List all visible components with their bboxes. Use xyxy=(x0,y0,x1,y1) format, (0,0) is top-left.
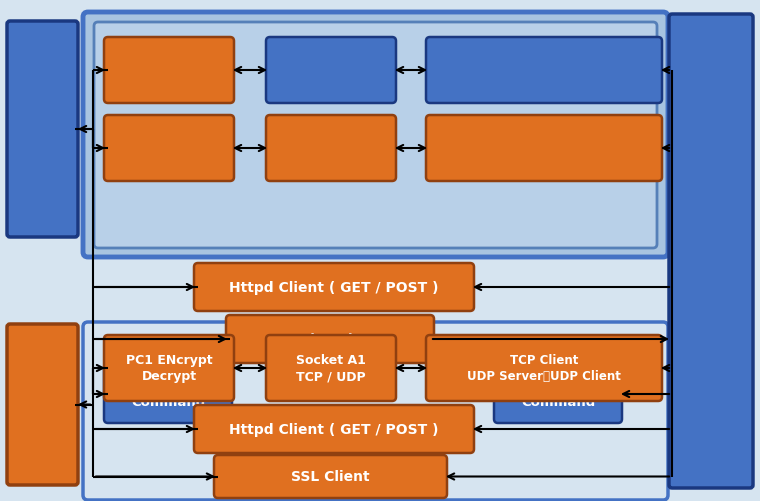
FancyBboxPatch shape xyxy=(104,365,232,423)
Text: Socket A
TCP / UDP: Socket A TCP / UDP xyxy=(296,57,366,85)
FancyBboxPatch shape xyxy=(104,116,234,182)
FancyBboxPatch shape xyxy=(426,116,662,182)
FancyBboxPatch shape xyxy=(426,335,662,401)
Text: PC1 ENcrypt
Decrypt: PC1 ENcrypt Decrypt xyxy=(125,354,212,383)
FancyBboxPatch shape xyxy=(83,13,668,258)
Text: Net AT
Command: Net AT Command xyxy=(521,380,595,409)
Text: UART
0: UART 0 xyxy=(14,109,71,151)
Text: TCP Client
UDP Server、UDP Client: TCP Client UDP Server、UDP Client xyxy=(467,134,621,163)
FancyBboxPatch shape xyxy=(494,365,622,423)
FancyBboxPatch shape xyxy=(7,22,78,237)
FancyBboxPatch shape xyxy=(266,38,396,104)
FancyBboxPatch shape xyxy=(214,455,447,498)
FancyBboxPatch shape xyxy=(194,264,474,312)
FancyBboxPatch shape xyxy=(669,15,753,488)
Text: WIFI

Send

Rev: WIFI Send Rev xyxy=(686,198,736,305)
Text: SSL Client: SSL Client xyxy=(291,469,370,483)
Text: UART AT
Command: UART AT Command xyxy=(131,380,205,409)
FancyBboxPatch shape xyxy=(104,335,234,401)
Text: Httpd Client ( GET / POST ): Httpd Client ( GET / POST ) xyxy=(230,281,439,295)
FancyBboxPatch shape xyxy=(226,315,434,363)
FancyBboxPatch shape xyxy=(7,324,78,485)
FancyBboxPatch shape xyxy=(94,23,657,248)
Text: WebSocket: WebSocket xyxy=(287,332,373,346)
Text: Socket B
TCP / UDP: Socket B TCP / UDP xyxy=(296,134,366,163)
Text: UART
1: UART 1 xyxy=(14,383,71,426)
FancyBboxPatch shape xyxy=(266,335,396,401)
FancyBboxPatch shape xyxy=(194,405,474,453)
FancyBboxPatch shape xyxy=(426,38,662,104)
Text: Socket A1
TCP / UDP: Socket A1 TCP / UDP xyxy=(296,354,366,383)
FancyBboxPatch shape xyxy=(266,116,396,182)
Text: PC1 ENcrypt
Decrypt: PC1 ENcrypt Decrypt xyxy=(125,57,212,85)
Text: PC1 ENcrypt
Decrypt: PC1 ENcrypt Decrypt xyxy=(125,134,212,163)
Text: Httpd Client ( GET / POST ): Httpd Client ( GET / POST ) xyxy=(230,422,439,436)
FancyBboxPatch shape xyxy=(104,38,234,104)
Text: TCP Client
UDP Server、UDP Client: TCP Client UDP Server、UDP Client xyxy=(467,354,621,383)
Text: TCP Server、TCP Client
UDP Server、UDP Client: TCP Server、TCP Client UDP Server、UDP Cli… xyxy=(467,57,621,85)
FancyBboxPatch shape xyxy=(83,322,668,500)
